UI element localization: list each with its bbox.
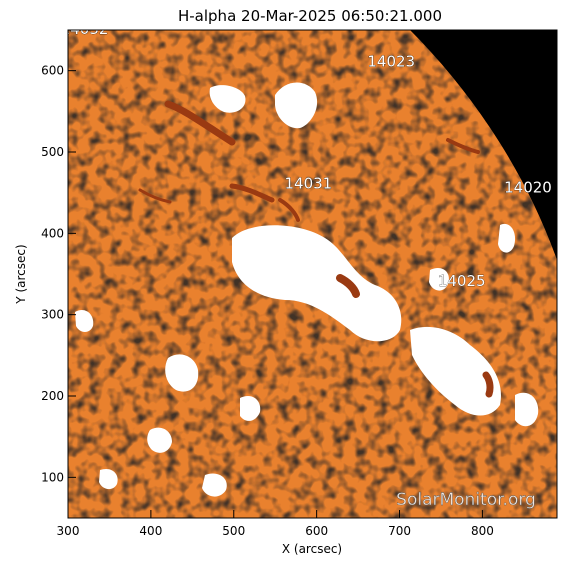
y-tick-label: 600: [41, 64, 64, 78]
y-axis: 100 200 300 400 500 600: [41, 64, 76, 484]
y-tick-label: 200: [41, 389, 64, 403]
map-title: H-alpha 20-Mar-2025 06:50:21.000: [178, 7, 442, 25]
x-tick-label: 400: [139, 524, 162, 538]
y-tick-label: 100: [41, 470, 64, 484]
x-axis-label: X (arcsec): [282, 542, 342, 556]
active-region-labels: 14032 14023 14031 14020 14025: [61, 20, 552, 290]
y-tick-label: 300: [41, 308, 64, 322]
plage-regions: [75, 82, 539, 497]
x-tick-label: 300: [57, 524, 80, 538]
x-tick-label: 700: [388, 524, 411, 538]
active-region-label-14031: 14031: [284, 175, 332, 193]
x-axis: 300 400 500 600 700 800: [57, 510, 494, 538]
active-region-label-14025: 14025: [438, 272, 486, 290]
y-tick-label: 400: [41, 226, 64, 240]
y-tick-label: 500: [41, 145, 64, 159]
solar-image: 14032 14023 14031 14020 14025 SolarMonitor.o…: [61, 20, 557, 518]
active-region-label-14032: 14032: [61, 20, 109, 38]
filaments: [138, 100, 494, 398]
y-axis-label: Y (arcsec): [14, 244, 28, 304]
solarmonitor-watermark: SolarMonitor.org: [396, 490, 536, 510]
x-tick-label: 500: [222, 524, 245, 538]
x-tick-label: 800: [471, 524, 494, 538]
active-region-label-14020: 14020: [504, 179, 552, 197]
off-limb-space: [410, 30, 557, 260]
plot-frame: [67, 29, 558, 519]
x-tick-label: 600: [305, 524, 328, 538]
active-region-label-14023: 14023: [367, 53, 415, 71]
